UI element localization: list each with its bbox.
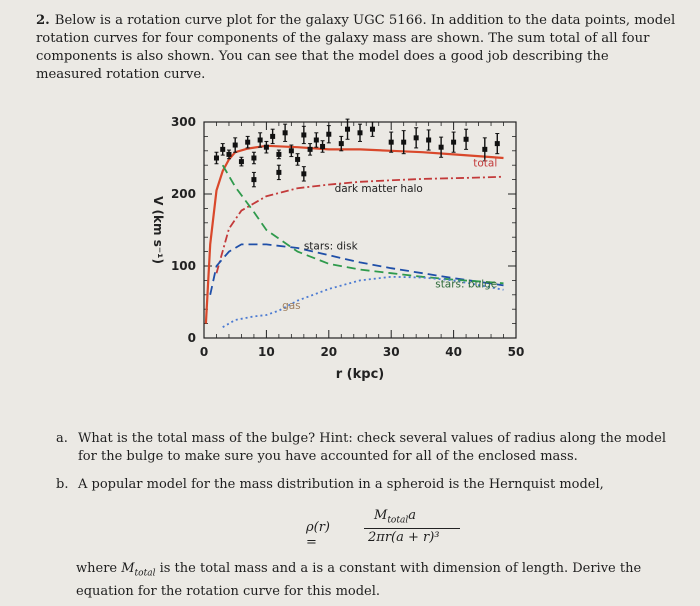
x-tick-label-3: 30 [383,345,400,359]
y-tick-label-3: 300 [171,115,196,129]
data-point [232,137,238,153]
data-point [276,149,282,160]
data-point [320,140,326,153]
data-point [251,171,257,188]
formula-lhs: ρ(r) = [306,520,331,550]
data-point [295,153,301,166]
y-tick-label-0: 0 [188,331,196,345]
data-point [451,131,457,153]
y-tick-label-2: 200 [171,187,196,201]
question-number: 2. [36,13,50,28]
formula-numerator: Mtotala [374,508,416,526]
series-stars-disk-line [209,243,504,295]
data-point [463,128,469,150]
part-b: b. A popular model for the mass distribu… [56,476,676,494]
part-b-label: b. [56,477,69,492]
data-point [313,132,319,148]
data-point [426,129,432,151]
data-point [226,149,232,160]
data-point [270,128,276,145]
data-point [401,130,407,155]
x-tick-label-2: 20 [320,345,337,359]
data-point [494,133,500,155]
data-point [282,123,288,142]
data-point [357,123,363,142]
data-point [301,166,307,182]
formula-denominator: 2πr(a + r)³ [368,530,440,545]
series-stars-bulge-line [221,164,504,285]
series-gas-line [222,275,504,328]
data-point [345,118,351,140]
data-point [288,144,294,158]
part-b-text: A popular model for the mass distributio… [78,477,604,492]
data-point [257,132,263,148]
m-total-symbol: Mtotal [121,561,156,579]
part-a-text: What is the total mass of the bulge? Hin… [78,431,666,464]
data-point [220,143,226,156]
data-point [307,143,313,156]
question-text: Below is a rotation curve plot for the g… [36,13,676,82]
data-point [338,135,344,152]
data-point [388,131,394,153]
data-point [301,125,307,145]
annotation-gas: gas [282,300,301,312]
data-point [482,137,488,162]
x-tick-label-4: 40 [445,345,462,359]
data-point [238,156,244,167]
plot-frame [203,121,517,339]
part-a: a. What is the total mass of the bulge? … [56,430,676,466]
series-total-line [204,144,504,324]
x-axis-label: r (kpc) [336,367,384,382]
data-point [369,121,375,137]
rotation-curve-plot: 0 10 20 30 40 50 0 100 200 300 total dark matter h… [151,115,525,382]
question-paragraph: 2. Below is a rotation curve plot for the… [36,12,676,84]
annotation-stars-bulge: stars: bulge [435,279,497,291]
data-point [326,125,332,144]
x-tick-label-5: 50 [508,345,525,359]
data-point [276,164,282,181]
data-point [438,136,444,158]
y-tick-label-1: 100 [171,259,196,273]
x-tick-label-0: 0 [200,345,208,359]
fraction-bar [364,528,460,529]
annotation-dark-matter-halo: dark matter halo [335,183,423,195]
y-axis-label: V (km s⁻¹) [151,196,165,264]
series-dark-matter-halo-line [215,175,504,274]
data-point [263,140,269,154]
part-a-label: a. [56,431,68,446]
x-tick-label-1: 10 [258,345,275,359]
data-point [413,127,419,149]
annotation-stars-disk: stars: disk [304,240,359,252]
annotation-total: total [473,158,497,170]
data-point [245,135,251,149]
data-point [251,151,257,165]
data-point [213,151,219,165]
closing-paragraph: where Mtotal is the total mass and a is … [76,561,642,599]
